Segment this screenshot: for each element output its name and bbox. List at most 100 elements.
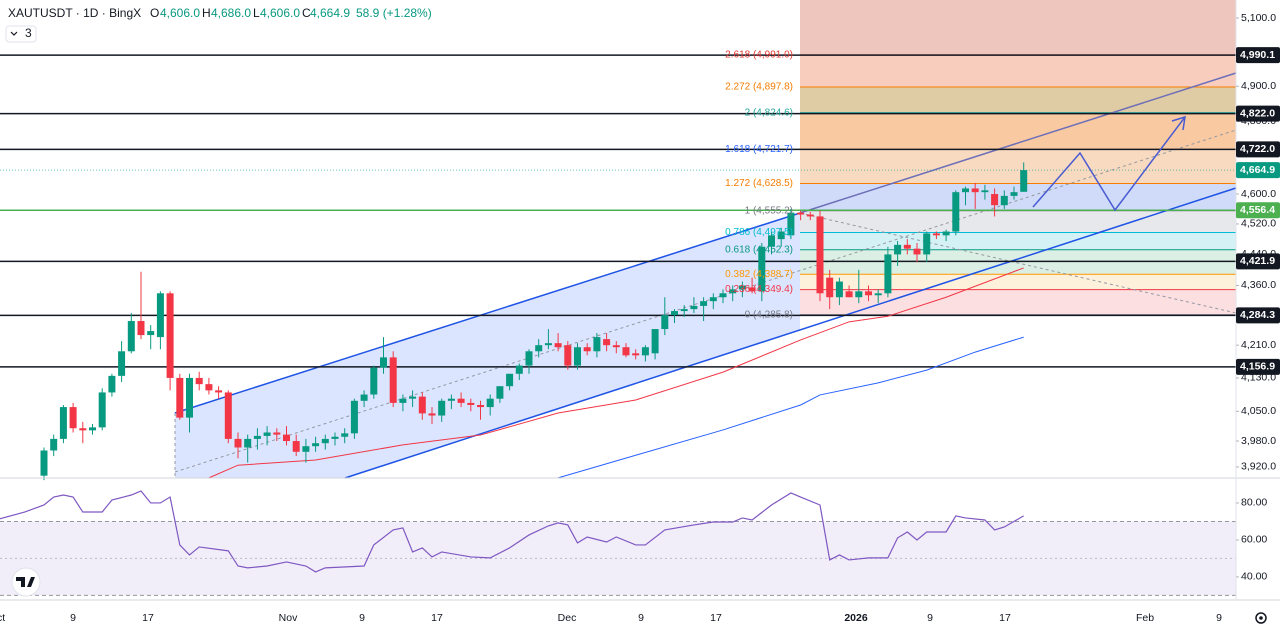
- tv-logo[interactable]: [11, 567, 41, 597]
- moving-average: [208, 267, 1024, 479]
- candle-body: [816, 216, 824, 294]
- price-label: 4,156.9: [1240, 361, 1275, 373]
- candle-body: [1000, 195, 1008, 206]
- settings-button[interactable]: [1255, 612, 1267, 624]
- y-tick-label: 4,600.0: [1241, 188, 1276, 200]
- price-label: 4,284.3: [1240, 309, 1275, 321]
- price-label: 4,421.9: [1240, 255, 1275, 267]
- candle-body: [564, 345, 572, 366]
- x-tick-label: Oct: [0, 612, 5, 624]
- price-label: 4,664.9: [1240, 164, 1275, 176]
- fib-band: [800, 149, 1236, 184]
- fib-label: 0.236 (4,349.4): [725, 284, 793, 295]
- candle-body: [700, 301, 708, 306]
- candle-body: [903, 244, 911, 249]
- axis-layer: 2.618 (4,991.0) 2.272 (4,897.8) 2 (4,824.6…: [0, 12, 1280, 624]
- channel-fill: [175, 213, 800, 478]
- candle-body: [244, 438, 252, 448]
- candle-body: [671, 311, 678, 316]
- chevron: [10, 31, 18, 36]
- candle-body: [729, 289, 737, 294]
- candle-body: [738, 285, 746, 290]
- candle-body: [952, 192, 960, 232]
- price-label: 4,822.0: [1240, 107, 1275, 119]
- price-label-box: [1236, 141, 1280, 158]
- candle-body: [147, 331, 155, 336]
- candle-body: [89, 427, 96, 431]
- price-label-box: [1236, 202, 1280, 219]
- candle-body: [234, 438, 242, 448]
- candle-body: [137, 321, 145, 336]
- trend-line: [799, 212, 1237, 314]
- candle-body: [865, 291, 872, 296]
- marks-layer: [0, 162, 1028, 573]
- fib-label: 1.618 (4,721.7): [725, 144, 793, 155]
- candle-body: [40, 450, 48, 476]
- ohlc-value: 4,606.0: [260, 6, 300, 20]
- rsi-tick-label: 60.00: [1241, 534, 1267, 546]
- candle-body: [215, 390, 223, 393]
- candle-body: [447, 398, 455, 401]
- candle-body: [874, 293, 882, 296]
- candle-body: [166, 293, 174, 378]
- x-tick-label: 9: [70, 612, 76, 624]
- candle-body: [758, 246, 766, 292]
- symbol[interactable]: XAUTUSDT · 1D · BingX: [8, 6, 141, 20]
- candle-body: [855, 291, 863, 298]
- candle-body: [350, 400, 358, 434]
- lines-layer: [0, 54, 1237, 596]
- x-tick-label: Nov: [279, 612, 298, 624]
- rsi-tick-label: 40.00: [1241, 571, 1267, 583]
- candle-body: [612, 345, 620, 348]
- y-tick-label: 3,920.0: [1241, 461, 1276, 473]
- price-label-box: [1236, 47, 1280, 64]
- candle-body: [409, 396, 417, 399]
- fib-band: [800, 112, 1236, 150]
- candle-body: [108, 375, 116, 393]
- header-backdrop: [0, 4, 430, 22]
- price-label: 4,990.1: [1240, 49, 1275, 61]
- forecast-arrowhead: [1171, 115, 1186, 131]
- candle-body: [593, 337, 601, 352]
- forecast-path: [1032, 115, 1186, 212]
- candle-body: [253, 435, 261, 439]
- ohlc-value: 4,664.9: [310, 6, 350, 20]
- candle-body: [971, 188, 979, 193]
- candle-body: [835, 281, 843, 298]
- x-tick-label: 9: [927, 612, 933, 624]
- candle-body: [923, 233, 931, 255]
- candle-body: [1020, 170, 1028, 192]
- x-tick-label: Dec: [558, 612, 577, 624]
- candle-body: [583, 347, 591, 352]
- candle-body: [806, 214, 814, 217]
- candle-body: [59, 407, 67, 439]
- fib-band: [800, 210, 1236, 233]
- candle-body: [894, 244, 902, 255]
- y-tick-label: 4,050.0: [1241, 405, 1276, 417]
- candle-body: [942, 231, 950, 236]
- indicators-toggle[interactable]: [5, 25, 37, 43]
- candle-body: [525, 351, 533, 366]
- candle-body: [603, 339, 611, 346]
- candle-body: [884, 254, 892, 294]
- candle-body: [380, 357, 387, 368]
- candle-body: [331, 436, 339, 439]
- candle-body: [389, 357, 397, 403]
- candle-body: [962, 188, 969, 193]
- fib-label: 2 (4,824.6): [745, 107, 793, 118]
- candle-body: [399, 398, 407, 403]
- candle-body: [457, 398, 465, 403]
- candle-body: [127, 321, 135, 352]
- price-label: 4,556.4: [1240, 204, 1275, 216]
- candle-body: [544, 343, 552, 346]
- ohlc-key: C: [302, 6, 311, 20]
- candle-body: [438, 400, 446, 416]
- candle-body: [118, 351, 126, 376]
- x-tick-label: 17: [142, 612, 154, 624]
- logo-badge: [11, 567, 41, 597]
- indicator-count[interactable]: 3: [25, 26, 32, 40]
- fib-band: [800, 232, 1236, 250]
- channel-upper: [174, 212, 801, 414]
- channel-lower: [344, 187, 1237, 479]
- candle-body: [312, 443, 320, 447]
